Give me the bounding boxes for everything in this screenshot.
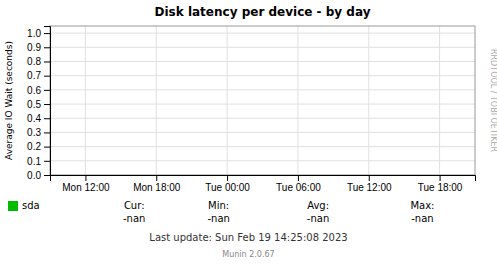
y-tick-label: 0.3 (27, 127, 41, 138)
y-tick-group: 0.9 (27, 42, 50, 53)
x-tick-label: Tue 18:00 (418, 182, 463, 193)
annotations: Cur: -nan Min: -nan Avg: -nan Max: -nan Last upd… (123, 49, 497, 259)
y-tick-group: 0.7 (27, 70, 50, 81)
y-tick (44, 175, 50, 176)
x-tick-label: Tue 00:00 (205, 182, 250, 193)
legend-swatch (8, 201, 18, 211)
plot-frame (50, 26, 475, 175)
y-tick (44, 161, 50, 162)
x-grid-line (227, 26, 228, 175)
y-tick (44, 61, 50, 62)
y-tick-group: 0.1 (27, 156, 50, 167)
x-tick-group: Mon 18:00 (133, 175, 181, 193)
grid (50, 26, 475, 175)
y-tick-group: 0.8 (27, 56, 50, 67)
x-tick (156, 175, 157, 181)
x-tick-group: Tue 12:00 (347, 175, 392, 193)
stat-label: Max: (410, 200, 434, 211)
y-tick (44, 76, 50, 77)
stat-value: -nan (123, 213, 145, 224)
y-tick (44, 90, 50, 91)
y-tick-label: 1.0 (27, 28, 41, 39)
x-tick (369, 175, 370, 181)
plot: 0.0 0.1 0.2 0.3 0.4 0.5 0.6 0.7 0.8 0.9 1.0 Mon 12:… (27, 26, 475, 193)
y-tick (44, 132, 50, 133)
x-grid-line (439, 26, 440, 175)
x-tick-label: Tue 06:00 (276, 182, 321, 193)
x-tick (440, 175, 441, 181)
y-tick-label: 0.2 (27, 141, 41, 152)
legend: sda (8, 200, 40, 211)
x-tick-label: Mon 12:00 (62, 182, 110, 193)
y-tick-label: 0.1 (27, 156, 41, 167)
x-grid-line (368, 26, 369, 175)
y-grid-line (50, 132, 475, 133)
y-tick-group: 0.0 (27, 170, 50, 181)
legend-label: sda (22, 200, 40, 211)
y-tick-group: 0.4 (27, 113, 50, 124)
y-tick-label: 0.4 (27, 113, 41, 124)
x-tick (227, 175, 228, 181)
footer-label: Munin 2.0.67 (222, 250, 274, 259)
y-tick (44, 33, 50, 34)
stat-label: Min: (208, 200, 229, 211)
x-axis: Mon 12:00 Mon 18:00 Tue 00:00 Tue 06:00 Tue … (51, 175, 476, 193)
y-grid-line (50, 75, 475, 76)
y-tick (44, 147, 50, 148)
x-axis-line (51, 176, 476, 182)
x-grid-line (85, 26, 86, 175)
watermark: RRDTOOL / TOBI OETIKER (489, 49, 497, 152)
x-tick (298, 175, 299, 181)
y-tick (44, 104, 50, 105)
last-update: Last update: Sun Feb 19 14:25:08 2023 (149, 232, 347, 243)
y-axis-line (44, 27, 51, 176)
y-grid-line (50, 118, 475, 119)
title: Disk latency per device - by day (155, 5, 371, 19)
y-grid-line (50, 146, 475, 147)
y-tick-group: 0.3 (27, 127, 50, 138)
stat-value: -nan (307, 213, 329, 224)
y-tick (44, 47, 50, 48)
x-tick-group: Mon 12:00 (62, 175, 110, 193)
x-grid-line (156, 26, 157, 175)
x-tick-group: Tue 06:00 (276, 175, 321, 193)
y-grid-line (50, 89, 475, 90)
chart: Disk latency per device - by day0.00.10.… (0, 0, 497, 275)
x-tick-label: Mon 18:00 (133, 182, 181, 193)
y-tick-label: 0.8 (27, 56, 41, 67)
y-tick-label: 0.7 (27, 70, 41, 81)
y-axis-label: Average IO Wait (seconds) (4, 41, 14, 160)
y-tick-label: 0.6 (27, 85, 41, 96)
x-tick (85, 175, 86, 181)
stat-label: Cur: (124, 200, 145, 211)
x-tick-group: Tue 00:00 (205, 175, 250, 193)
y-axis: 0.0 0.1 0.2 0.3 0.4 0.5 0.6 0.7 0.8 0.9 1.0 (27, 27, 50, 181)
y-tick (44, 118, 50, 119)
y-tick-group: 0.2 (27, 141, 50, 152)
y-tick-label: 0.9 (27, 42, 41, 53)
y-tick-label: 0.5 (27, 99, 41, 110)
y-tick-group: 0.5 (27, 99, 50, 110)
y-tick-group: 0.6 (27, 85, 50, 96)
y-tick-label: 0.0 (27, 170, 41, 181)
y-grid-line (50, 47, 475, 48)
x-grid-line (297, 26, 298, 175)
stat-value: -nan (207, 213, 229, 224)
stat-label: Avg: (307, 200, 329, 211)
stat-value: -nan (411, 213, 433, 224)
y-grid-line (50, 33, 475, 34)
y-tick-group: 1.0 (27, 28, 50, 39)
x-tick-label: Tue 12:00 (347, 182, 392, 193)
y-grid-line (50, 160, 475, 161)
y-grid-line (50, 61, 475, 62)
y-grid-line (50, 104, 475, 105)
x-tick-group: Tue 18:00 (418, 175, 463, 193)
